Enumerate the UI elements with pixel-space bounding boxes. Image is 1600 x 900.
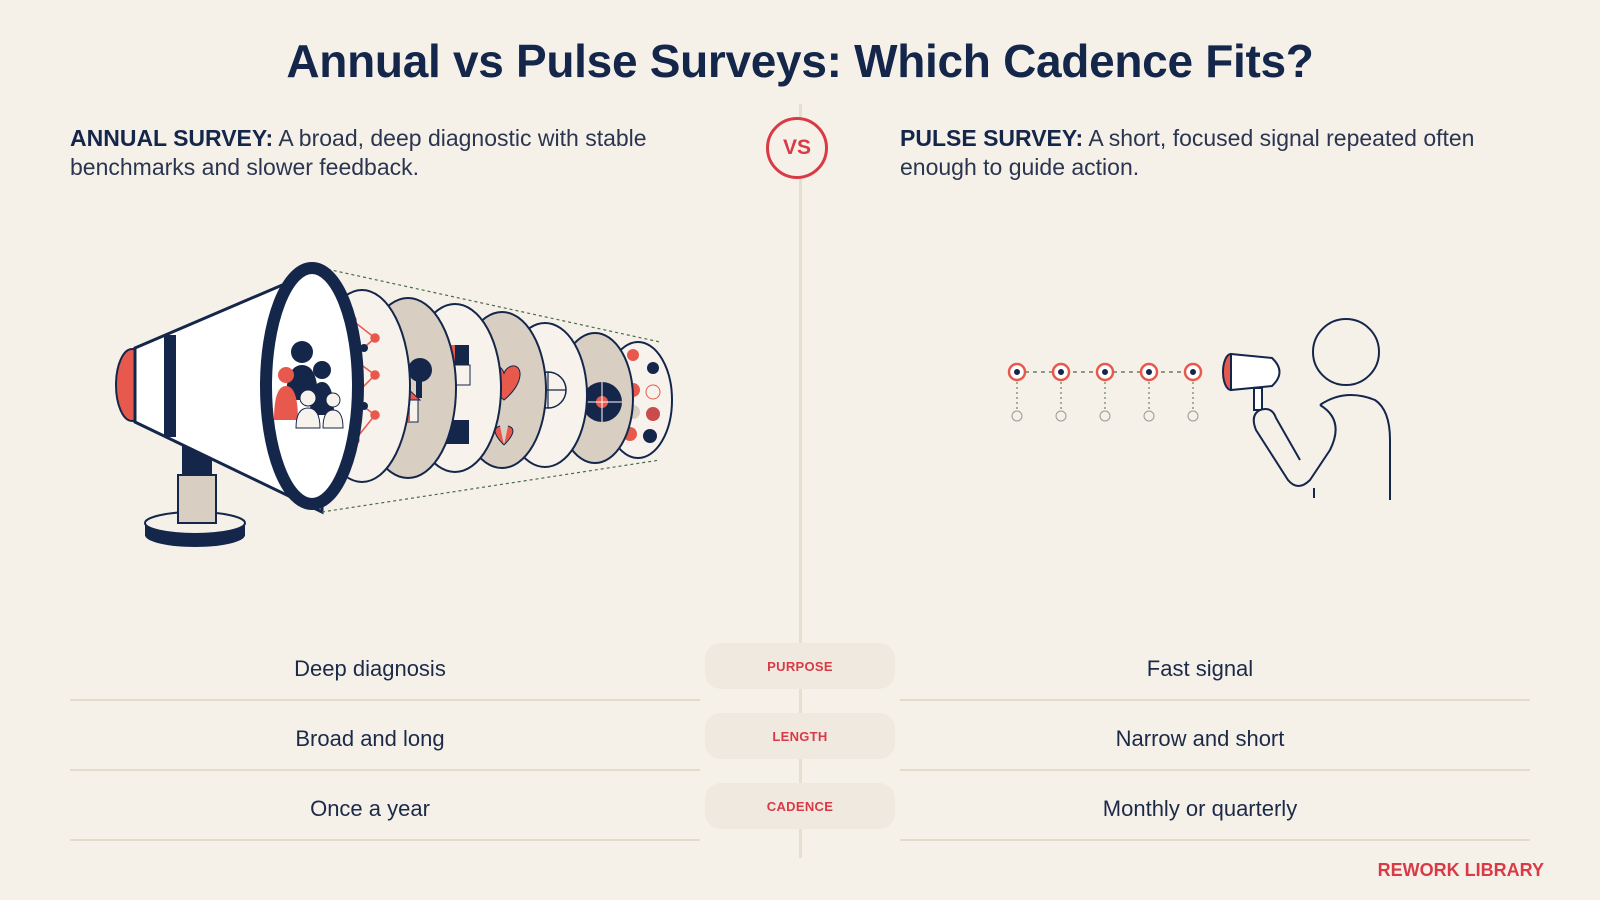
annual-description: ANNUAL SURVEY: A broad, deep diagnostic … — [70, 124, 710, 182]
pulse-text: A short, focused signal repeated often e… — [900, 125, 1475, 180]
page-title: Annual vs Pulse Surveys: Which Cadence F… — [286, 35, 1314, 87]
pulse-length-cell: Narrow and short — [1115, 726, 1285, 751]
annual-length-cell: Broad and long — [295, 726, 445, 751]
pulse-description: PULSE SURVEY: A short, focused signal re… — [900, 124, 1540, 182]
row-divider — [900, 839, 1530, 841]
row-divider — [900, 699, 1530, 701]
annual-purpose-cell: Deep diagnosis — [294, 656, 446, 681]
annual-heading: ANNUAL SURVEY: — [70, 125, 274, 151]
pulse-signal-dots — [1007, 362, 1203, 422]
large-megaphone-icon — [115, 262, 673, 547]
pulse-cadence-cell: Monthly or quarterly — [1102, 796, 1298, 821]
annual-text: A broad, deep diagnostic with stable ben… — [70, 125, 647, 180]
center-divider — [799, 104, 802, 858]
row-divider — [70, 699, 700, 701]
cadence-label: CADENCE — [705, 783, 895, 829]
length-label: LENGTH — [705, 713, 895, 759]
annual-megaphone-illustration — [90, 250, 710, 580]
person-with-megaphone-icon — [1007, 318, 1391, 500]
pulse-megaphone-illustration — [990, 310, 1410, 520]
pulse-heading: PULSE SURVEY: — [900, 125, 1084, 151]
brand-footer: REWORK LIBRARY — [1377, 860, 1544, 880]
annual-cadence-cell: Once a year — [310, 796, 430, 821]
row-divider — [900, 769, 1530, 771]
pulse-purpose-cell: Fast signal — [1146, 656, 1254, 681]
purpose-label: PURPOSE — [705, 643, 895, 689]
vs-badge: VS — [766, 117, 828, 179]
row-divider — [70, 839, 700, 841]
row-divider — [70, 769, 700, 771]
